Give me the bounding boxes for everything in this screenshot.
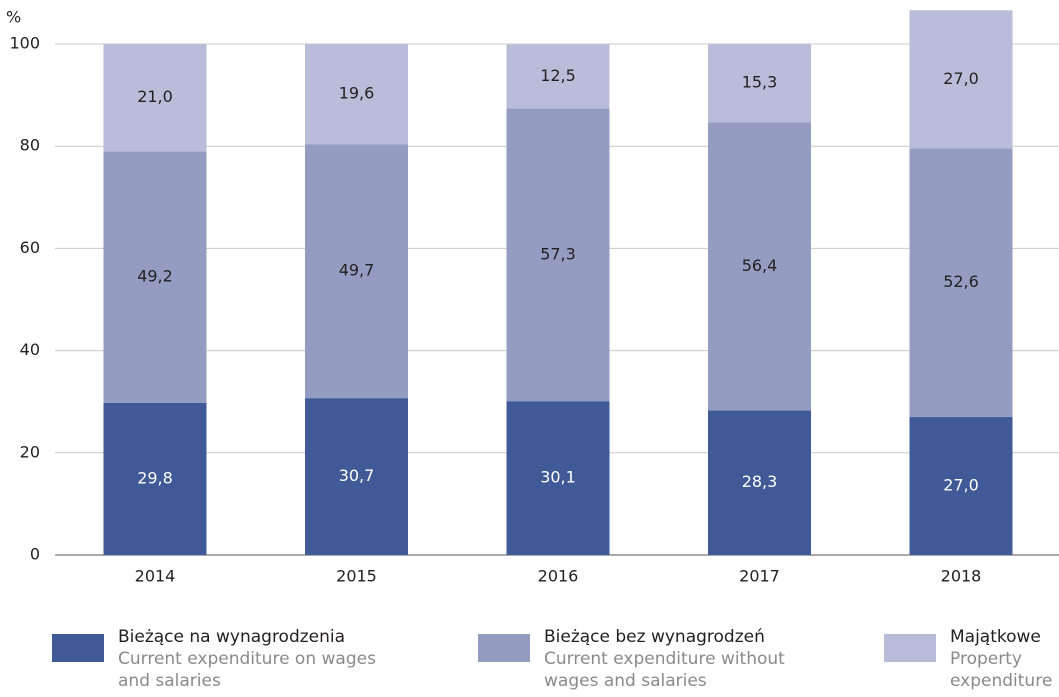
value-label: 56,4 bbox=[742, 256, 778, 275]
legend-text: Bieżące na wynagrodzenia Current expendit… bbox=[118, 626, 378, 692]
value-label: 28,3 bbox=[742, 472, 778, 491]
value-label: 52,6 bbox=[943, 272, 979, 291]
bar-segment bbox=[909, 148, 1013, 418]
value-label: 27,0 bbox=[943, 69, 979, 88]
y-axis-unit: % bbox=[6, 8, 21, 27]
x-tick-label: 2016 bbox=[538, 567, 579, 586]
legend-label-en: Current expenditure without wages and sa… bbox=[544, 649, 785, 691]
bar-segment bbox=[708, 410, 811, 555]
legend-item: Bieżące bez wynagrodzeń Current expenditu… bbox=[478, 626, 814, 692]
value-label: 49,2 bbox=[137, 267, 173, 286]
legend-swatch bbox=[884, 634, 936, 662]
y-tick-label: 40 bbox=[20, 340, 40, 359]
chart: % 0 20 40 60 80 100 2014 29,8 49,2 21,0 2015 30,7 49… bbox=[6, 8, 1059, 586]
bar-segment bbox=[103, 44, 207, 152]
legend-swatch bbox=[52, 634, 104, 662]
bar-segment bbox=[506, 108, 610, 402]
legend-item: Majątkowe Property expenditure bbox=[884, 626, 1059, 692]
legend-label: Bieżące na wynagrodzenia bbox=[118, 627, 346, 647]
y-tick-label: 80 bbox=[20, 136, 40, 155]
value-label: 29,8 bbox=[137, 468, 173, 487]
legend-label: Bieżące bez wynagrodzeń bbox=[544, 627, 765, 647]
bar-segment bbox=[305, 144, 408, 399]
legend-item: Bieżące na wynagrodzenia Current expendit… bbox=[52, 626, 378, 692]
legend-label-en: Property expenditure bbox=[950, 649, 1053, 691]
legend-label: Majątkowe bbox=[950, 627, 1041, 647]
bar-segment bbox=[103, 402, 207, 555]
value-label: 30,1 bbox=[540, 468, 576, 487]
bar-segment bbox=[909, 417, 1013, 555]
bar-segment bbox=[506, 401, 610, 555]
legend-swatch bbox=[478, 634, 530, 662]
bar-segment bbox=[708, 122, 811, 411]
x-tick-label: 2014 bbox=[135, 567, 176, 586]
value-label: 12,5 bbox=[540, 66, 576, 85]
y-tick-label: 20 bbox=[20, 442, 40, 461]
bar-segment bbox=[103, 151, 207, 403]
legend-label-en: Current expenditure on wages and salarie… bbox=[118, 649, 376, 691]
value-label: 19,6 bbox=[339, 84, 375, 103]
x-tick-label: 2018 bbox=[941, 567, 982, 586]
bar-segment bbox=[909, 10, 1013, 149]
y-tick-label: 60 bbox=[20, 238, 40, 257]
bar-segment bbox=[506, 44, 610, 109]
y-tick-label: 100 bbox=[9, 34, 40, 53]
y-tick-label: 0 bbox=[30, 545, 40, 564]
legend-text: Bieżące bez wynagrodzeń Current expenditu… bbox=[544, 626, 814, 692]
legend-text: Majątkowe Property expenditure bbox=[950, 626, 1059, 692]
value-label: 49,7 bbox=[339, 261, 375, 280]
x-tick-label: 2015 bbox=[336, 567, 377, 586]
x-tick-label: 2017 bbox=[739, 567, 780, 586]
bar-segment bbox=[305, 398, 408, 555]
bar-segment bbox=[708, 44, 811, 123]
value-label: 30,7 bbox=[339, 466, 375, 485]
value-label: 21,0 bbox=[137, 87, 173, 106]
value-label: 15,3 bbox=[742, 73, 778, 92]
bar-segment bbox=[305, 44, 408, 145]
value-label: 57,3 bbox=[540, 244, 576, 263]
value-label: 27,0 bbox=[943, 476, 979, 495]
